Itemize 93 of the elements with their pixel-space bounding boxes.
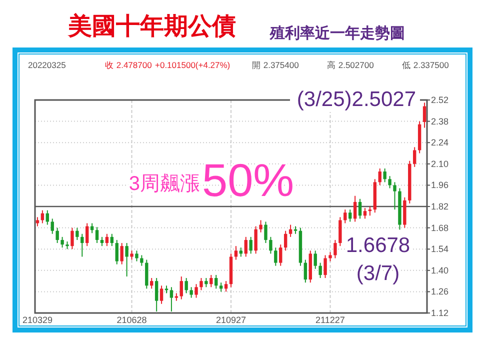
- candlestick: [200, 278, 203, 291]
- candlestick: [125, 242, 128, 277]
- text: 開 2.375400: [252, 60, 300, 70]
- candlestick: [140, 254, 144, 266]
- candlestick: [36, 216, 40, 227]
- candlestick: [393, 182, 396, 210]
- candlestick: [190, 286, 193, 298]
- chart-title: 美國十年期公債: [67, 12, 236, 40]
- y-tick-label: 1.12: [431, 308, 449, 318]
- candlestick: [105, 233, 109, 247]
- candlestick: [363, 208, 367, 220]
- candlestick: [348, 209, 352, 222]
- candlestick: [318, 262, 322, 279]
- candlestick: [328, 252, 332, 262]
- y-tick-label: 2.24: [431, 138, 449, 148]
- chart-subtitle: 殖利率近一年走勢圖: [269, 24, 405, 42]
- candlestick: [194, 284, 198, 298]
- x-tick-label: 210628: [116, 315, 147, 325]
- candlestick: [180, 276, 183, 300]
- y-tick-label: 1.26: [431, 286, 449, 297]
- annotation: 50%: [202, 154, 294, 206]
- candlestick: [239, 247, 243, 258]
- x-tick-label: 211227: [316, 315, 345, 325]
- candlestick: [145, 259, 148, 290]
- candlestick: [383, 168, 386, 183]
- text: 20220325: [28, 60, 66, 70]
- candlestick: [334, 239, 337, 259]
- candlestick: [224, 280, 228, 292]
- candlestick: [279, 244, 282, 266]
- candlestick: [170, 286, 174, 312]
- candlestick: [204, 278, 208, 288]
- candlestick: [150, 278, 154, 290]
- candlestick: [314, 250, 317, 270]
- y-tick-label: 1.40: [431, 265, 449, 276]
- candlestick: [184, 278, 188, 294]
- text: 低 2.337500: [402, 60, 450, 70]
- candlestick: [160, 285, 164, 304]
- candlestick: [244, 236, 248, 258]
- candlestick: [76, 227, 79, 240]
- candlestick: [56, 227, 59, 244]
- candlestick: [378, 168, 382, 186]
- text: +0.101500(+4.27%): [155, 60, 230, 70]
- candlestick: [254, 226, 258, 254]
- candlestick: [115, 239, 118, 265]
- annotation: 3周飆漲: [128, 173, 200, 195]
- x-tick-label: 210927: [216, 315, 246, 325]
- candlestick: [249, 236, 252, 254]
- text: 收 2.478700: [105, 60, 152, 70]
- annotation: (3/7): [356, 262, 400, 285]
- candlestick: [269, 236, 272, 254]
- candlestick: [50, 218, 54, 234]
- candlestick: [60, 236, 64, 248]
- candlestick: [412, 146, 416, 168]
- candlestick: [110, 233, 114, 247]
- candlestick: [304, 259, 308, 284]
- candlestick: [95, 226, 99, 244]
- candlestick: [344, 209, 347, 224]
- candlestick: [388, 176, 392, 189]
- candlestick: [259, 220, 262, 233]
- candlestick: [234, 246, 238, 260]
- candlestick: [135, 250, 138, 262]
- y-tick-label: 2.52: [431, 95, 449, 105]
- y-tick-label: 1.68: [431, 222, 449, 233]
- candlestick: [264, 221, 268, 244]
- candlestick: [288, 224, 292, 238]
- candlestick: [338, 216, 342, 247]
- candlestick: [46, 210, 50, 226]
- annotation: (3/25)2.5027: [296, 88, 416, 111]
- x-tick-label: 210329: [22, 315, 53, 325]
- candlestick: [284, 230, 288, 252]
- candlestick: [214, 274, 218, 290]
- candlestick: [274, 247, 278, 266]
- candlestick: [353, 195, 357, 222]
- candlestick: [100, 236, 104, 247]
- candlestick: [154, 278, 158, 312]
- candlestick: [368, 206, 372, 216]
- text: 高 2.502700: [327, 60, 374, 70]
- candlestick: [219, 282, 223, 292]
- candlestick: [120, 242, 124, 265]
- candlestick: [86, 222, 89, 247]
- y-tick-label: 1.54: [431, 244, 449, 254]
- candlestick: [70, 227, 74, 250]
- annotation: 1.6678: [346, 234, 410, 257]
- candlestick: [422, 102, 426, 128]
- candlestick: [324, 254, 327, 279]
- y-tick-label: 2.10: [431, 158, 449, 169]
- y-tick-label: 1.82: [431, 202, 449, 212]
- candlestick: [210, 274, 213, 288]
- candlestick: [80, 233, 84, 258]
- candlestick: [358, 198, 362, 220]
- y-tick-label: 2.38: [431, 116, 449, 126]
- candlestick: [130, 250, 134, 260]
- y-tick-label: 1.96: [431, 180, 449, 190]
